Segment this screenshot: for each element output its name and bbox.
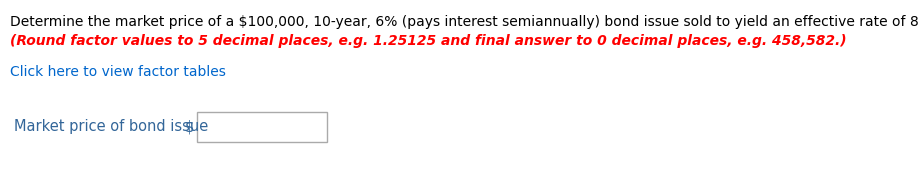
Text: Market price of bond issue: Market price of bond issue [14, 120, 208, 135]
Text: Click here to view factor tables: Click here to view factor tables [10, 65, 226, 79]
Text: (Round factor values to 5 decimal places, e.g. 1.25125 and final answer to 0 dec: (Round factor values to 5 decimal places… [10, 34, 846, 48]
Text: Determine the market price of a $100,000, 10-year, 6% (pays interest semiannuall: Determine the market price of a $100,000… [10, 15, 918, 29]
FancyBboxPatch shape [197, 112, 327, 142]
Text: $: $ [185, 120, 195, 135]
